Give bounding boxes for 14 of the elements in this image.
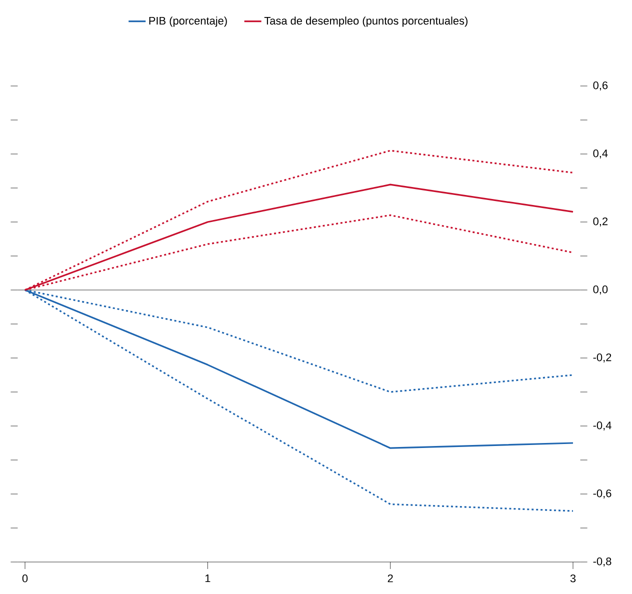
y-tick-label: 0,2 — [593, 217, 608, 227]
x-tick-label: 2 — [388, 574, 393, 582]
x-tick-label: 3 — [570, 574, 576, 582]
y-tick-label: 0,0 — [593, 285, 608, 295]
x-tick-label: 1 — [205, 574, 210, 582]
y-tick-label: 0,6 — [593, 81, 608, 91]
legend-label: Tasa de desempleo (puntos porcentuales) — [264, 16, 468, 27]
y-tick-label: 0,4 — [593, 149, 608, 159]
y-tick-label: -0,2 — [593, 353, 612, 363]
legend-label: PIB (porcentaje) — [149, 16, 227, 27]
y-tick-label: -0,6 — [593, 489, 612, 499]
y-tick-label: -0,8 — [593, 557, 612, 567]
y-tick-label: -0,4 — [593, 421, 612, 431]
x-tick-label: 0 — [22, 574, 28, 582]
